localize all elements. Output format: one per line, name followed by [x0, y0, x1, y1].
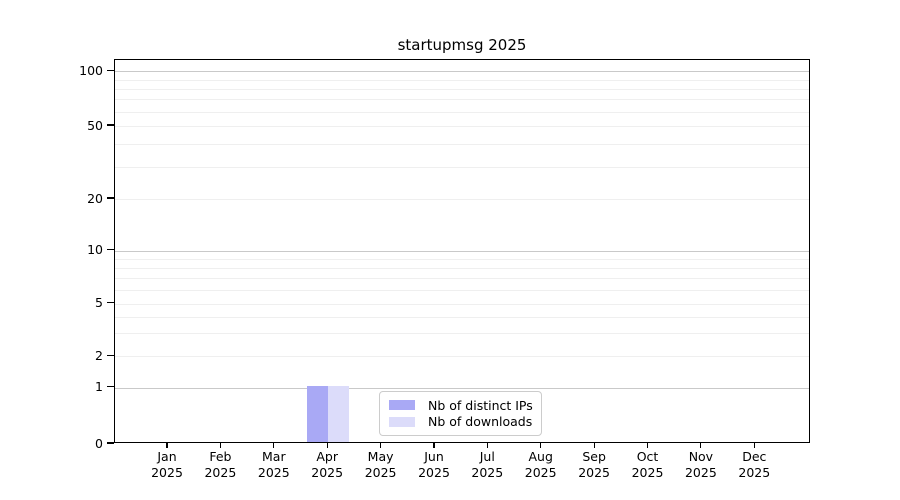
- legend: Nb of distinct IPs Nb of downloads: [379, 391, 542, 436]
- x-tick-year: 2025: [524, 465, 557, 480]
- x-tick-label-sep: Sep 2025: [562, 449, 626, 481]
- y-gridline-9: [115, 258, 809, 260]
- x-tick-month: May: [367, 449, 394, 464]
- x-tick-label-apr: Apr 2025: [295, 449, 359, 481]
- y-gridline-8: [115, 267, 809, 269]
- x-tick-sep: [593, 443, 595, 448]
- x-tick-year: 2025: [631, 465, 664, 480]
- y-tick-label-5: 5: [95, 295, 103, 311]
- y-tick-label-0: 0: [95, 435, 103, 451]
- x-tick-year: 2025: [204, 465, 237, 480]
- y-gridline-2: [115, 356, 809, 358]
- x-tick-month: Sep: [582, 449, 606, 464]
- x-tick-month: Nov: [688, 449, 714, 464]
- y-gridline-100: [115, 71, 809, 73]
- y-tick-0: [107, 442, 114, 444]
- y-gridline-30: [115, 166, 809, 168]
- y-gridline-90: [115, 79, 809, 81]
- x-tick-year: 2025: [418, 465, 450, 480]
- x-tick-year: 2025: [151, 465, 183, 480]
- y-gridline-3: [115, 333, 809, 334]
- legend-label-distinct-ips: Nb of distinct IPs: [428, 397, 533, 413]
- y-tick-2: [107, 354, 114, 356]
- y-tick-label-10: 10: [87, 242, 103, 258]
- x-tick-may: [380, 443, 382, 448]
- x-tick-dec: [753, 443, 755, 448]
- legend-label-downloads: Nb of downloads: [428, 414, 533, 430]
- x-tick-mar: [273, 443, 275, 448]
- x-tick-nov: [700, 443, 702, 448]
- x-tick-month: Jun: [424, 449, 444, 464]
- y-gridline-40: [115, 143, 809, 145]
- y-tick-label-100: 100: [79, 62, 103, 78]
- y-tick-50: [107, 124, 114, 126]
- x-tick-label-jan: Jan 2025: [135, 449, 199, 481]
- x-tick-month: Apr: [316, 449, 338, 464]
- x-tick-label-jun: Jun 2025: [402, 449, 466, 481]
- x-tick-month: Jul: [479, 449, 495, 464]
- x-tick-year: 2025: [471, 465, 504, 480]
- y-tick-1: [107, 386, 114, 388]
- y-tick-label-1: 1: [95, 379, 103, 395]
- x-tick-jun: [433, 443, 435, 448]
- y-gridline-6: [115, 289, 809, 291]
- legend-swatch-downloads: [389, 416, 415, 427]
- y-gridline-20: [115, 199, 809, 200]
- x-tick-label-oct: Oct 2025: [616, 449, 680, 481]
- x-tick-month: Jan: [157, 449, 177, 464]
- y-tick-label-2: 2: [95, 347, 103, 363]
- x-tick-feb: [219, 443, 221, 448]
- y-gridline-70: [115, 99, 809, 101]
- x-tick-jan: [166, 443, 168, 448]
- y-gridline-60: [115, 111, 809, 113]
- legend-entry-distinct-ips: Nb of distinct IPs: [389, 397, 533, 413]
- x-tick-label-dec: Dec 2025: [722, 449, 786, 481]
- x-tick-year: 2025: [257, 465, 290, 480]
- x-tick-year: 2025: [738, 465, 771, 480]
- plot-area: Nb of distinct IPs Nb of downloads: [114, 59, 810, 443]
- x-tick-label-may: May 2025: [349, 449, 413, 481]
- x-tick-aug: [540, 443, 542, 448]
- y-gridline-7: [115, 278, 809, 280]
- x-tick-year: 2025: [311, 465, 344, 480]
- x-tick-month: Oct: [636, 449, 659, 464]
- x-tick-year: 2025: [684, 465, 717, 480]
- x-tick-label-nov: Nov 2025: [669, 449, 733, 481]
- bar-nb-of-downloads-apr: [328, 385, 350, 442]
- y-gridline-50: [115, 126, 809, 127]
- y-tick-label-20: 20: [87, 190, 103, 206]
- x-tick-label-feb: Feb 2025: [188, 449, 252, 481]
- x-tick-apr: [326, 443, 328, 448]
- y-gridline-10: [115, 250, 809, 252]
- y-tick-10: [107, 249, 114, 251]
- x-tick-label-jul: Jul 2025: [455, 449, 519, 481]
- y-tick-5: [107, 302, 114, 304]
- y-gridline-5: [115, 303, 809, 305]
- bar-nb-of-distinct-ips-apr: [307, 385, 329, 442]
- chart-title: startupmsg 2025: [397, 36, 527, 54]
- x-tick-jul: [486, 443, 488, 448]
- y-gridline-1: [115, 387, 809, 389]
- y-gridline-80: [115, 88, 809, 90]
- legend-entry-downloads: Nb of downloads: [389, 414, 532, 430]
- x-tick-month: Aug: [528, 449, 553, 464]
- y-tick-label-50: 50: [87, 117, 103, 133]
- y-tick-20: [107, 197, 114, 199]
- x-tick-oct: [646, 443, 649, 448]
- x-tick-year: 2025: [578, 465, 610, 480]
- x-tick-month: Dec: [742, 449, 767, 464]
- y-gridline-4: [115, 316, 809, 318]
- x-tick-label-aug: Aug 2025: [509, 449, 573, 481]
- x-tick-label-mar: Mar 2025: [242, 449, 306, 481]
- x-tick-month: Mar: [262, 449, 286, 464]
- y-tick-100: [107, 69, 114, 71]
- legend-swatch-distinct-ips: [389, 400, 415, 411]
- x-tick-year: 2025: [364, 465, 397, 480]
- x-tick-month: Feb: [209, 449, 232, 464]
